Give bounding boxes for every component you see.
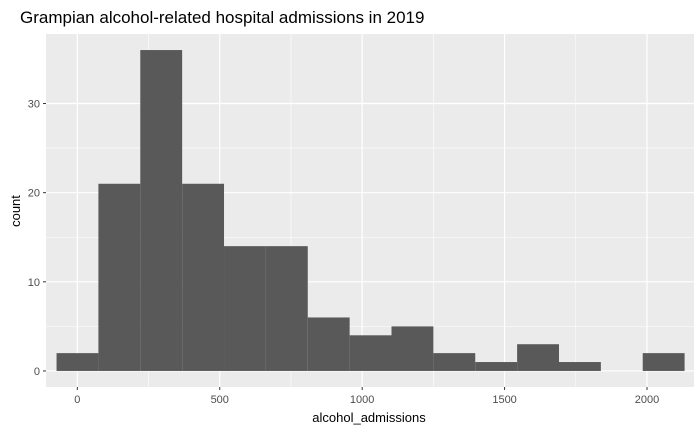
x-tick-label: 1000 <box>350 394 374 406</box>
histogram-bar <box>517 344 559 371</box>
x-axis-label: alcohol_admissions <box>312 410 426 425</box>
x-tick-label: 500 <box>211 394 229 406</box>
histogram-bar <box>56 353 99 371</box>
x-tick-label: 2000 <box>635 394 659 406</box>
histogram-bar <box>98 183 141 371</box>
x-tick-label: 0 <box>74 394 80 406</box>
histogram-bar <box>140 50 183 371</box>
histogram-bar <box>433 353 476 371</box>
histogram-bar <box>349 335 392 371</box>
histogram-bar <box>307 317 350 371</box>
histogram-bar <box>391 326 434 371</box>
histogram-bar <box>642 353 685 371</box>
y-tick-label: 20 <box>28 188 40 200</box>
histogram-bar <box>224 246 266 371</box>
x-tick-label: 1500 <box>492 394 516 406</box>
chart-title: Grampian alcohol-related hospital admiss… <box>20 8 424 27</box>
y-axis-ticks: 0 10 20 30 <box>28 99 46 378</box>
histogram-bar <box>558 362 601 371</box>
histogram-bar <box>265 246 308 371</box>
y-tick-label: 10 <box>28 277 40 289</box>
y-tick-label: 0 <box>34 366 40 378</box>
histogram-bar <box>182 183 225 371</box>
x-axis-ticks: 0 500 1000 1500 2000 <box>74 387 659 406</box>
histogram-bar <box>475 362 518 371</box>
y-tick-label: 30 <box>28 99 40 111</box>
y-axis-label: count <box>8 195 23 227</box>
histogram-bars <box>56 50 685 371</box>
